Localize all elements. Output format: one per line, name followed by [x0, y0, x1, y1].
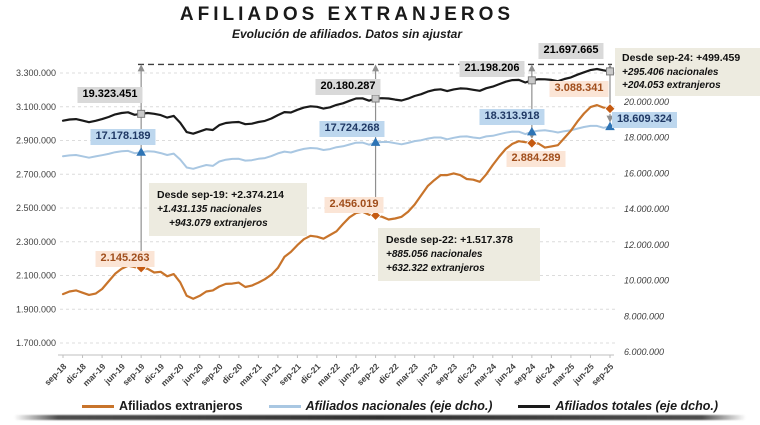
x-axis-tick-label: sep-22 — [355, 361, 381, 387]
left-axis-tick-label: 2.500.000 — [16, 203, 56, 213]
callout-line: +295.406 nacionales — [622, 66, 719, 78]
right-axis-tick-label: 12.000.000 — [624, 240, 669, 250]
legend-item-extranjeros: Afiliados extranjeros — [81, 399, 243, 413]
nacionales-line-swatch-icon — [268, 404, 301, 408]
totales-line-swatch-icon — [518, 404, 551, 408]
callout-title: Desde sep-22: +1.517.378 — [386, 234, 513, 246]
right-axis-tick-label: 6.000.000 — [624, 347, 664, 357]
right-axis-tick-label: 16.000.000 — [624, 168, 669, 178]
chart-header: AFILIADOS EXTRANJEROS Evolución de afili… — [0, 4, 694, 41]
callout-title: Desde sep-19: +2.374.214 — [157, 189, 284, 201]
marker-triangle-nacionales-sep-22 — [370, 137, 381, 146]
legend-label: Afiliados totales (eje dcho.) — [555, 399, 719, 413]
legend: Afiliados extranjeros Afiliados nacional… — [50, 399, 750, 413]
x-axis-tick-label: sep-21 — [277, 361, 303, 387]
x-axis-tick-label: sep-20 — [199, 361, 225, 387]
series-line-totales — [61, 67, 612, 135]
marker-square-totales-sep-25 — [606, 67, 614, 76]
page-subtitle: Evolución de afiliados. Datos sin ajusta… — [231, 27, 463, 41]
label-totales-sep19: 19.323.451 — [77, 87, 143, 103]
up-arrow-icon — [372, 64, 380, 72]
legend-label: Afiliados extranjeros — [118, 399, 243, 413]
callout-line: +204.053 extranjeros — [622, 79, 721, 91]
down-arrow-icon — [606, 115, 614, 123]
marker-diamond-extranjeros-sep-22 — [370, 209, 382, 221]
legend-item-nacionales: Afiliados nacionales (eje dcho.) — [268, 399, 493, 413]
right-axis-tick-label: 8.000.000 — [624, 311, 664, 321]
left-axis-tick-label: 2.300.000 — [16, 237, 56, 247]
x-axis-tick-label: sep-23 — [433, 361, 459, 387]
marker-square-totales-sep-24 — [527, 76, 536, 85]
marker-triangle-nacionales-sep-19 — [136, 147, 146, 156]
callout-title: Desde sep-24: +499.459 — [622, 52, 741, 64]
right-axis-tick-label: 10.000.000 — [624, 276, 669, 286]
x-axis-tick-label: sep-19 — [120, 361, 146, 387]
bottom-shadow — [14, 415, 746, 420]
label-totales-sep25: 21.697.665 — [538, 43, 604, 59]
callout-desde-sep22: Desde sep-22: +1.517.378 +885.056 nacion… — [378, 228, 540, 281]
up-arrow-icon — [528, 64, 536, 72]
legend-item-totales: Afiliados totales (eje dcho.) — [518, 399, 718, 413]
marker-triangle-nacionales-sep-25 — [605, 121, 615, 131]
label-nacionales-sep19: 17.178.189 — [90, 129, 156, 145]
left-axis-tick-label: 2.900.000 — [16, 136, 56, 146]
x-axis-tick-label: sep-18 — [42, 361, 68, 387]
x-axis-tick-label: sep-24 — [511, 361, 537, 387]
marker-triangle-nacionales-sep-24 — [527, 126, 537, 136]
legend-label: Afiliados nacionales (eje dcho.) — [305, 399, 493, 413]
left-axis-tick-label: 3.100.000 — [16, 102, 56, 112]
callout-desde-sep19: Desde sep-19: +2.374.214 +1.431.135 naci… — [149, 183, 307, 236]
left-axis-tick-label: 2.700.000 — [16, 169, 56, 179]
marker-square-totales-sep-19 — [137, 109, 146, 118]
left-axis-tick-label: 2.100.000 — [16, 271, 56, 281]
left-axis-tick-label: 3.300.000 — [16, 68, 56, 78]
marker-diamond-extranjeros-sep-25 — [604, 103, 616, 115]
label-nacionales-sep24: 18.313.918 — [479, 109, 545, 125]
left-axis-tick-label: 1.700.000 — [16, 338, 56, 348]
x-axis-tick-label: sep-25 — [589, 361, 615, 387]
marker-square-totales-sep-22 — [371, 94, 380, 103]
right-axis-tick-label: 18.000.000 — [624, 133, 669, 143]
right-axis-tick-label: 14.000.000 — [624, 204, 669, 214]
series-line-nacionales — [62, 124, 611, 170]
label-nacionales-sep25: 18.609.324 — [612, 112, 678, 128]
page-title: AFILIADOS EXTRANJEROS — [179, 4, 515, 25]
up-arrow-icon — [137, 64, 145, 72]
label-extranjeros-sep22: 2.456.019 — [324, 197, 384, 213]
series-line-extranjeros — [61, 103, 612, 300]
label-nacionales-sep22: 17.724.268 — [319, 121, 385, 137]
marker-diamond-extranjeros-sep-24 — [526, 137, 538, 149]
extranjeros-line-swatch-icon — [81, 404, 114, 408]
callout-line: +632.322 extranjeros — [386, 262, 485, 274]
x-axis: sep-18dic-18mar-19jun-19sep-19dic-19mar-… — [42, 354, 616, 388]
label-extranjeros-sep25: 3.088.341 — [549, 81, 609, 97]
label-extranjeros-sep24: 2.884.289 — [506, 151, 566, 167]
label-extranjeros-sep19: 2.145.263 — [95, 251, 155, 267]
label-totales-sep22: 20.180.287 — [315, 79, 381, 95]
callout-line: +943.079 extranjeros — [169, 217, 268, 229]
callout-line: +1.431.135 nacionales — [157, 203, 262, 215]
callout-line: +885.056 nacionales — [386, 248, 483, 260]
right-axis-tick-label: 20.000.000 — [623, 97, 669, 107]
label-totales-sep24: 21.198.206 — [459, 61, 525, 77]
callout-desde-sep24: Desde sep-24: +499.459 +295.406 nacional… — [615, 48, 760, 96]
left-axis-tick-label: 1.900.000 — [16, 304, 56, 314]
